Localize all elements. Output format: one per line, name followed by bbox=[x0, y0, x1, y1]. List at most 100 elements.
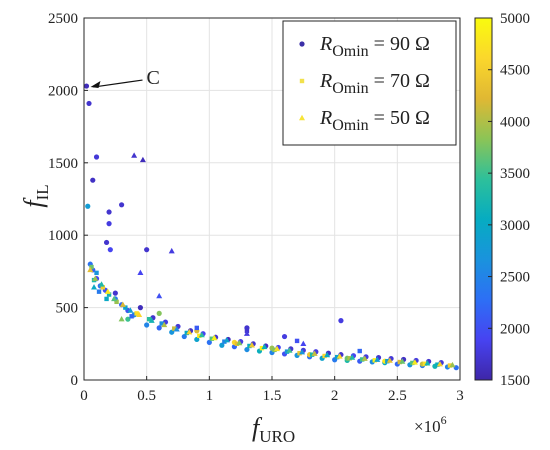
colorbar-tick-label: 4500 bbox=[500, 63, 530, 79]
data-point-triangle bbox=[161, 321, 168, 328]
data-point-circle bbox=[206, 339, 212, 345]
colorbar-tick-label: 4000 bbox=[500, 114, 530, 130]
data-point-circle bbox=[144, 322, 150, 328]
data-point-triangle bbox=[349, 354, 356, 360]
data-point-square bbox=[422, 361, 428, 366]
x-tick-label: 3 bbox=[456, 388, 464, 404]
data-point-triangle bbox=[374, 356, 381, 362]
data-point-triangle bbox=[311, 350, 318, 356]
legend-label: ROmin = 70 Ω bbox=[319, 70, 430, 97]
x-axis-ticks: 0 0.5 1 1.5 2 2.5 3 bbox=[80, 376, 464, 404]
data-point-triangle bbox=[148, 317, 155, 323]
data-point-square bbox=[294, 338, 300, 344]
data-point-square bbox=[322, 353, 327, 359]
x-multiplier-exp: 6 bbox=[441, 413, 447, 427]
data-point-square bbox=[360, 357, 365, 362]
legend-label-suffix: = 70 Ω bbox=[369, 70, 430, 92]
data-point-triangle bbox=[173, 326, 180, 332]
data-point-square bbox=[123, 305, 128, 310]
data-point-square bbox=[129, 314, 134, 319]
data-point-triangle bbox=[386, 357, 393, 363]
y-axis-label-base: f bbox=[19, 197, 48, 208]
y-axis-ticks: 0 500 1000 1500 2000 2500 bbox=[48, 11, 88, 389]
data-point-square bbox=[134, 311, 139, 316]
data-point-triangle bbox=[236, 339, 243, 346]
y-tick-label: 1500 bbox=[48, 156, 78, 172]
x-tick-label: 1.5 bbox=[263, 388, 282, 404]
data-point-triangle bbox=[186, 329, 193, 335]
data-point-square bbox=[100, 285, 105, 290]
data-points bbox=[83, 83, 459, 371]
data-point-triangle bbox=[198, 331, 205, 338]
colorbar-tick-label: 1500 bbox=[500, 373, 530, 389]
data-point-triangle bbox=[286, 347, 293, 353]
data-point-square bbox=[372, 358, 377, 363]
data-point-circle bbox=[85, 203, 91, 209]
data-point-circle bbox=[103, 239, 110, 246]
y-tick-label: 2500 bbox=[48, 11, 78, 27]
annotation-arrow bbox=[93, 79, 143, 88]
data-point-square bbox=[209, 336, 215, 341]
x-axis-label-sub: URO bbox=[259, 427, 295, 446]
data-point-triangle bbox=[274, 345, 281, 352]
data-point-triangle bbox=[399, 358, 406, 364]
data-point-triangle bbox=[91, 284, 98, 290]
data-point-circle bbox=[156, 310, 162, 316]
data-point-square bbox=[397, 359, 403, 365]
data-point-square bbox=[447, 363, 453, 368]
data-point-circle bbox=[194, 336, 200, 343]
legend-label-suffix: = 90 Ω bbox=[369, 33, 430, 55]
legend-label-suffix: = 50 Ω bbox=[369, 107, 430, 129]
data-point-circle bbox=[144, 247, 150, 253]
data-point-triangle bbox=[137, 269, 144, 276]
data-point-triangle bbox=[299, 348, 306, 355]
x-multiplier-base: ×10 bbox=[414, 417, 441, 436]
y-tick-label: 0 bbox=[71, 373, 79, 389]
legend-label-sub: Omin bbox=[332, 117, 368, 134]
data-point-circle bbox=[112, 290, 118, 296]
data-point-square bbox=[234, 341, 240, 346]
x-axis-label: fURO bbox=[252, 413, 295, 446]
colorbar-tick-label: 5000 bbox=[500, 11, 530, 27]
data-point-square bbox=[146, 316, 152, 322]
data-point-triangle bbox=[104, 288, 111, 294]
data-point-triangle bbox=[136, 311, 143, 318]
data-point-triangle bbox=[111, 295, 118, 302]
data-point-square bbox=[357, 348, 362, 354]
data-point-circle bbox=[83, 83, 90, 89]
data-point-circle bbox=[125, 316, 131, 322]
data-point-triangle bbox=[87, 266, 94, 273]
colorbar-tick-label: 2500 bbox=[500, 270, 530, 286]
legend-marker-triangle bbox=[299, 114, 305, 121]
data-point-square bbox=[297, 351, 302, 356]
data-point-circle bbox=[86, 100, 92, 107]
data-point-triangle bbox=[119, 301, 126, 307]
data-point-square bbox=[184, 330, 189, 336]
legend-label-prefix: R bbox=[319, 70, 332, 92]
data-point-circle bbox=[169, 329, 175, 335]
colorbar-tick-label: 3000 bbox=[500, 218, 530, 234]
data-point-square bbox=[194, 325, 199, 331]
legend-label: ROmin = 50 Ω bbox=[319, 107, 430, 134]
legend-marker-circle bbox=[299, 41, 305, 47]
data-point-triangle bbox=[127, 307, 134, 313]
colorbar-tick-label: 3500 bbox=[500, 166, 530, 182]
data-point-triangle bbox=[243, 330, 250, 336]
data-point-square bbox=[334, 354, 340, 360]
data-point-circle bbox=[156, 325, 162, 331]
data-point-triangle bbox=[156, 292, 163, 299]
y-axis-label-sub: IL bbox=[33, 184, 52, 200]
data-point-square bbox=[247, 343, 252, 349]
data-point-triangle bbox=[436, 361, 443, 367]
data-point-square bbox=[284, 349, 290, 354]
data-point-triangle bbox=[300, 340, 307, 346]
svg-text:fIL: fIL bbox=[19, 184, 52, 207]
legend-box bbox=[282, 20, 457, 146]
colorbar-gradient bbox=[474, 17, 493, 381]
data-point-triangle bbox=[168, 247, 175, 254]
data-point-circle bbox=[338, 318, 344, 324]
data-point-square bbox=[172, 326, 177, 331]
data-point-circle bbox=[107, 247, 113, 253]
data-point-square bbox=[159, 321, 164, 326]
